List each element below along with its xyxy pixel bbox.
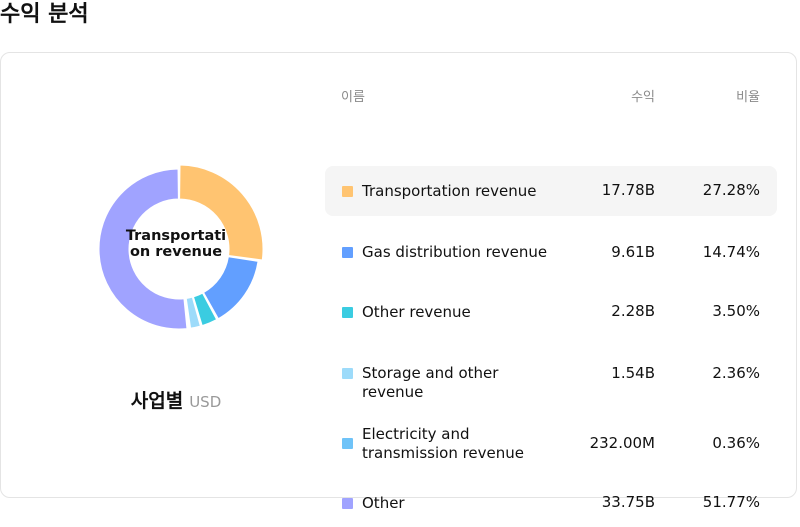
row-revenue: 9.61B <box>611 242 655 261</box>
donut-slice[interactable] <box>98 168 188 330</box>
donut-slice[interactable] <box>185 296 201 329</box>
table-row[interactable]: Other 33.75B 51.77% <box>325 479 777 527</box>
legend-swatch <box>342 185 353 197</box>
row-revenue: 17.78B <box>601 181 655 199</box>
legend-swatch <box>342 497 353 509</box>
row-name: Electricity and transmission revenue <box>362 424 525 462</box>
table-header: 이름 수익 비율 <box>325 86 777 106</box>
header-name: 이름 <box>341 90 365 105</box>
donut-slice[interactable] <box>202 256 259 320</box>
donut-slice[interactable] <box>192 292 218 327</box>
row-revenue: 1.54B <box>611 363 655 382</box>
donut-center-label: Transportation revenue <box>125 228 227 260</box>
legend-swatch <box>342 306 353 318</box>
legend-swatch <box>342 247 353 258</box>
table-row[interactable]: Electricity and transmission revenue 232.… <box>325 418 777 469</box>
row-revenue: 232.00M <box>589 433 655 452</box>
row-ratio: 0.36% <box>712 433 760 452</box>
row-name: Other <box>362 493 405 512</box>
row-revenue: 2.28B <box>611 302 655 320</box>
row-name: Transportation revenue <box>362 181 537 200</box>
row-ratio: 2.36% <box>712 363 760 382</box>
donut-slice[interactable] <box>179 164 264 261</box>
row-ratio: 14.74% <box>702 242 760 261</box>
table-row[interactable]: Transportation revenue 17.78B 27.28% <box>325 166 777 216</box>
row-ratio: 27.28% <box>702 181 760 199</box>
row-name: Other revenue <box>362 302 471 321</box>
legend-swatch <box>342 368 353 379</box>
row-ratio: 51.77% <box>702 493 760 511</box>
chart-caption-unit: USD <box>189 393 222 411</box>
chart-caption: 사업별 USD <box>41 386 311 413</box>
row-revenue: 33.75B <box>601 493 655 511</box>
table-row[interactable]: Other revenue 2.28B 3.50% <box>325 288 777 336</box>
row-ratio: 3.50% <box>712 302 760 320</box>
row-name: Gas distribution revenue <box>362 243 548 261</box>
revenue-card: Transportation revenue 사업별 USD 이름 수익 비율 T… <box>0 52 797 512</box>
header-ratio: 비율 <box>736 90 760 105</box>
donut-chart <box>98 164 264 330</box>
page-title: 수익 분석 <box>0 2 89 27</box>
table-row[interactable]: Gas distribution revenue 9.61B 14.74% <box>325 227 777 278</box>
table-row[interactable]: Storage and other revenue 1.54B 2.36% <box>325 348 777 401</box>
chart-caption-title: 사업별 <box>130 390 184 412</box>
legend-swatch <box>342 438 353 449</box>
header-revenue: 수익 <box>631 90 655 105</box>
row-name: Storage and other revenue <box>362 364 499 401</box>
